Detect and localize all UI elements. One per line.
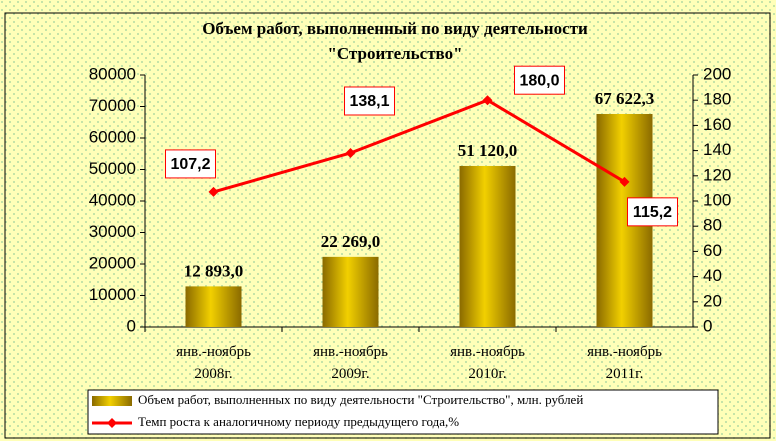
- x-tick-label-line: 2011г.: [606, 366, 644, 382]
- y2-tick-label: 0: [703, 316, 712, 335]
- x-tick-label-line: 2009г.: [331, 366, 369, 382]
- bar-value-label: 51 120,0: [458, 141, 518, 160]
- y2-tick-label: 160: [703, 115, 731, 134]
- y-tick-label: 70000: [89, 96, 136, 115]
- y2-tick-label: 100: [703, 190, 731, 209]
- legend-label: Объем работ, выполненных по виду деятель…: [138, 392, 583, 407]
- y-tick-label: 0: [127, 316, 136, 335]
- y2-tick-label: 180: [703, 90, 731, 109]
- bar-value-label: 67 622,3: [595, 89, 655, 108]
- x-tick-label: янв.-ноябрь 2010г.: [450, 344, 525, 382]
- y2-tick-label: 40: [703, 266, 722, 285]
- line-marker: [619, 176, 630, 187]
- x-tick-label-line: 2010г.: [468, 366, 506, 382]
- line-value-label: 180,0: [519, 72, 559, 89]
- bar-value-label: 12 893,0: [184, 261, 244, 280]
- y-tick-label: 30000: [89, 222, 136, 241]
- y2-tick-label: 80: [703, 216, 722, 235]
- y2-tick-label: 20: [703, 291, 722, 310]
- value-label-box: [514, 65, 565, 95]
- x-tick-label-line: янв.-ноябрь: [587, 344, 662, 360]
- x-tick-label: янв.-ноябрь 2008г.: [176, 344, 251, 382]
- y2-tick-label: 200: [703, 64, 731, 83]
- x-tick-label-line: янв.-ноябрь: [313, 344, 388, 360]
- bar: [185, 286, 242, 327]
- value-label-box: [165, 149, 216, 179]
- line-value-label: 138,1: [349, 93, 389, 110]
- value-label-box: [627, 197, 678, 227]
- x-tick-label-line: 2008г.: [194, 366, 232, 382]
- line-marker: [208, 186, 219, 197]
- x-tick-label: янв.-ноябрь 2011г.: [587, 344, 662, 382]
- y-tick-label: 80000: [89, 64, 136, 83]
- value-label-box: [344, 86, 395, 116]
- y-tick-label: 10000: [89, 285, 136, 304]
- line-marker: [345, 147, 356, 158]
- legend-swatch-marker: [107, 418, 117, 428]
- y2-tick-label: 120: [703, 165, 731, 184]
- y2-tick-label: 60: [703, 241, 722, 260]
- line-value-label: 107,2: [170, 156, 210, 173]
- y-tick-label: 60000: [89, 127, 136, 146]
- legend-swatch: [92, 396, 132, 406]
- x-tick-label-line: янв.-ноябрь: [450, 344, 525, 360]
- line-marker: [482, 95, 493, 106]
- legend: [87, 389, 719, 435]
- bar: [322, 256, 379, 327]
- line-value-label: 115,2: [633, 204, 672, 221]
- x-tick-label: янв.-ноябрь 2009г.: [313, 344, 388, 382]
- bar-value-label: 22 269,0: [321, 232, 381, 251]
- legend-label: Темп роста к аналогичному периоду предыд…: [138, 414, 459, 429]
- chart-title: "Строительство": [327, 44, 462, 63]
- chart-title: Объем работ, выполненный по виду деятель…: [202, 19, 588, 38]
- line: [213, 98, 626, 194]
- y-tick-label: 40000: [89, 190, 136, 209]
- chart-border: [4, 12, 771, 439]
- y-tick-label: 50000: [89, 159, 136, 178]
- y-tick-label: 20000: [89, 253, 136, 272]
- y2-tick-label: 140: [703, 140, 731, 159]
- bar: [459, 165, 516, 327]
- x-tick-label-line: янв.-ноябрь: [176, 344, 251, 360]
